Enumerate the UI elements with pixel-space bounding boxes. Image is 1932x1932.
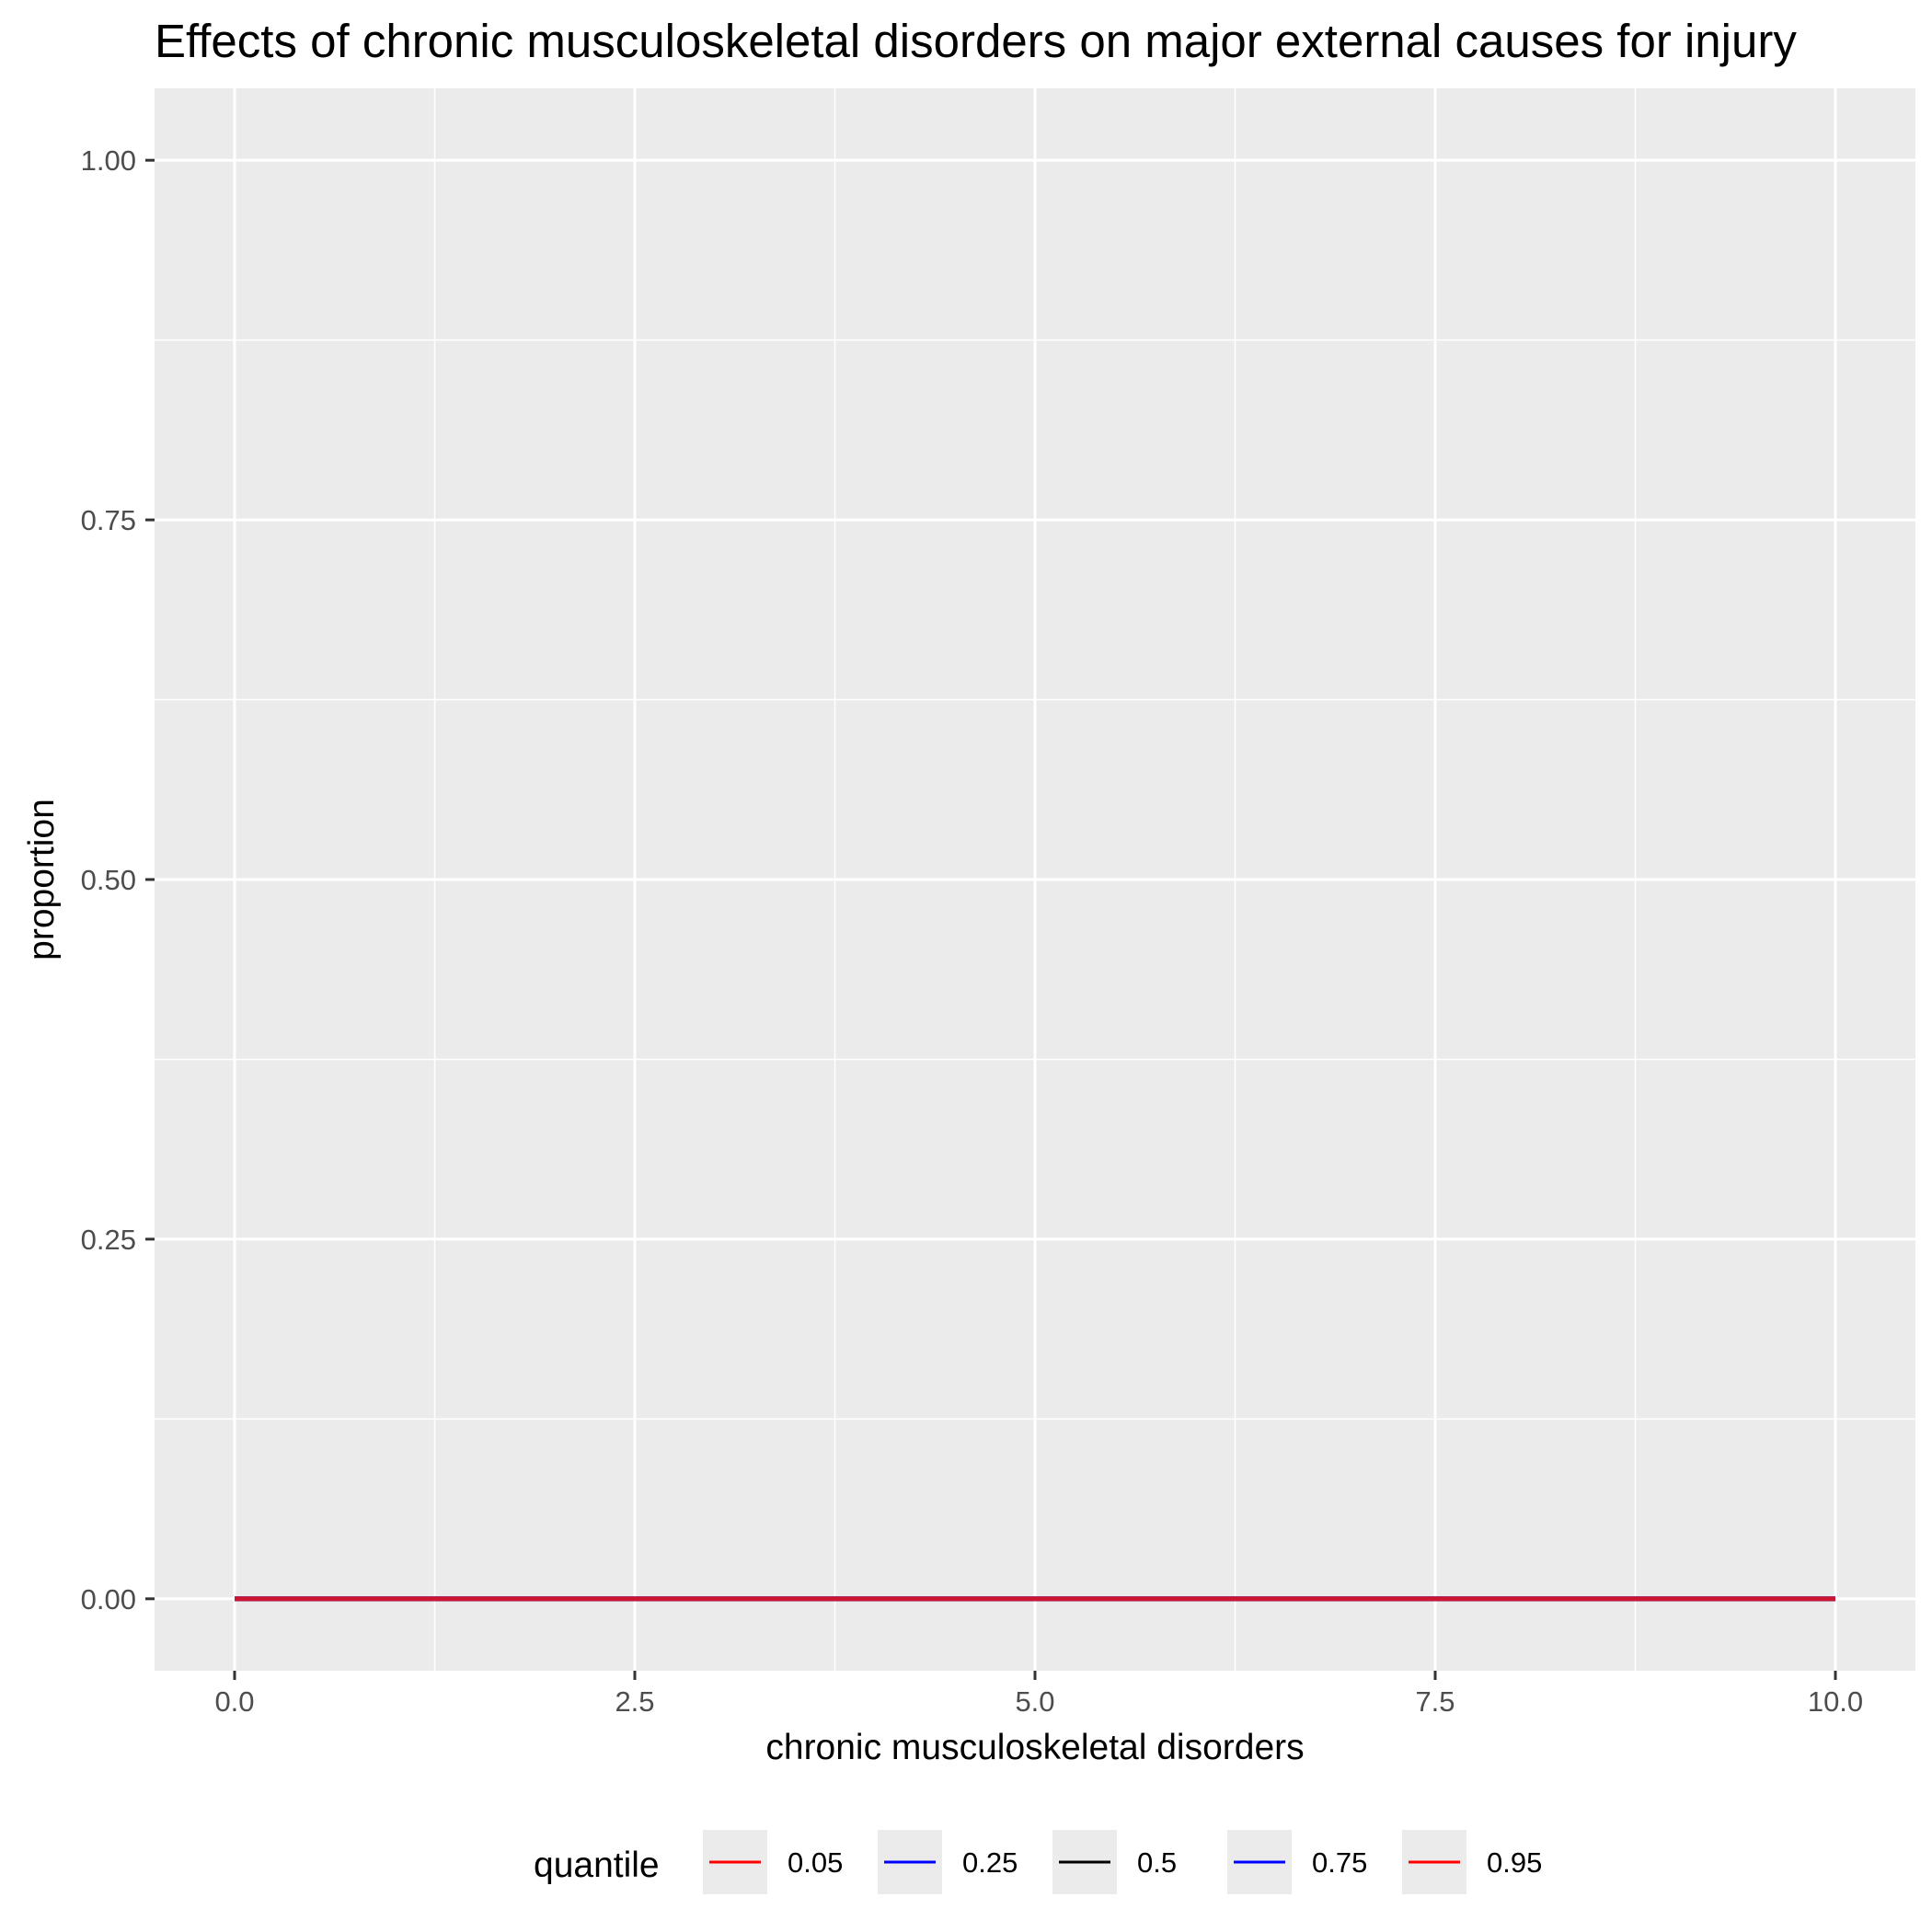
- y-tick-label: 0.25: [81, 1224, 136, 1256]
- legend: quantile 0.05 0.25 0.5 0.75 0.95: [534, 1830, 1542, 1894]
- x-axis: 0.0 2.5 5.0 7.5 10.0: [214, 1671, 1863, 1718]
- x-tick-label: 0.0: [214, 1685, 254, 1718]
- legend-label-0-25: 0.25: [962, 1846, 1018, 1879]
- y-axis-title: proportion: [22, 799, 62, 960]
- x-tick-label: 7.5: [1415, 1685, 1455, 1718]
- y-axis: 0.00 0.25 0.50 0.75 1.00: [81, 144, 155, 1616]
- x-tick-label: 2.5: [615, 1685, 654, 1718]
- x-tick-label: 10.0: [1808, 1685, 1863, 1718]
- legend-label-0-95: 0.95: [1487, 1846, 1542, 1879]
- y-tick-label: 0.75: [81, 504, 136, 536]
- x-tick-label: 5.0: [1015, 1685, 1054, 1718]
- legend-label-0-05: 0.05: [788, 1846, 843, 1879]
- legend-items: 0.05 0.25 0.5 0.75 0.95: [703, 1830, 1542, 1894]
- legend-label-0-5: 0.5: [1137, 1846, 1177, 1879]
- chart-title: Effects of chronic musculoskeletal disor…: [155, 15, 1797, 67]
- y-tick-label: 0.50: [81, 864, 136, 896]
- y-tick-label: 0.00: [81, 1583, 136, 1616]
- legend-title: quantile: [534, 1846, 660, 1885]
- y-tick-label: 1.00: [81, 144, 136, 177]
- x-axis-title: chronic musculoskeletal disorders: [765, 1728, 1304, 1767]
- legend-label-0-75: 0.75: [1312, 1846, 1367, 1879]
